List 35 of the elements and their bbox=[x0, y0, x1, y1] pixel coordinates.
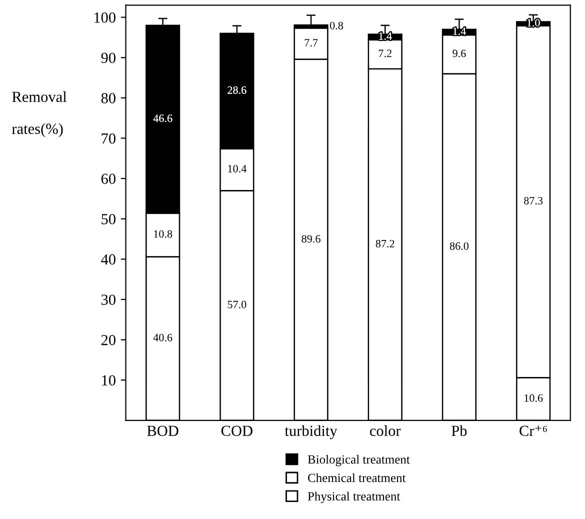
data-label: 7.2 bbox=[378, 50, 392, 58]
y-tick-label: 20 bbox=[101, 334, 116, 346]
y-tick-label: 30 bbox=[102, 294, 116, 305]
y-tick-label: 50 bbox=[102, 214, 116, 224]
data-label: 40.6 bbox=[153, 334, 172, 342]
x-tick-label: BOD bbox=[147, 426, 178, 436]
x-tick-label: turbidity bbox=[284, 425, 338, 440]
x-tick-label: COD bbox=[221, 426, 252, 436]
data-label: 87.2 bbox=[376, 240, 394, 248]
legend-label: Chemical treatment bbox=[308, 473, 406, 482]
text: Removal rates(%) bbox=[12, 91, 67, 138]
data-label: 46.6 bbox=[153, 114, 172, 122]
data-label: 28.6 bbox=[228, 86, 246, 94]
data-label: 7.7 bbox=[304, 39, 318, 47]
x-tick-label: color bbox=[370, 425, 401, 436]
data-label: 86.0 bbox=[450, 242, 469, 250]
data-label: 9.6 bbox=[452, 50, 466, 58]
y-tick-label: 60 bbox=[101, 174, 116, 184]
y-tick-label: 70 bbox=[102, 133, 116, 144]
y-tick-label: 40 bbox=[101, 254, 116, 265]
y-tick-label: 80 bbox=[101, 93, 116, 104]
y-tick-label: 100 bbox=[94, 12, 116, 23]
data-label: 57.0 bbox=[228, 300, 246, 308]
data-label: 10.6 bbox=[524, 394, 543, 402]
y-tick-label: 90 bbox=[101, 52, 116, 64]
data-label: 10.4 bbox=[228, 164, 246, 172]
data-label: 87.3 bbox=[524, 196, 543, 205]
data-label: 0.8 bbox=[330, 22, 344, 30]
x-tick-label: Cr⁺⁶ bbox=[520, 426, 547, 436]
legend-label: Biological treatment bbox=[308, 454, 410, 466]
x-tick-label: Pb bbox=[452, 425, 467, 436]
data-label: 89.6 bbox=[302, 235, 320, 243]
y-tick-label: 10 bbox=[102, 375, 116, 386]
data-label: 10.8 bbox=[154, 230, 172, 238]
legend-label: Physical treatment bbox=[308, 492, 400, 504]
